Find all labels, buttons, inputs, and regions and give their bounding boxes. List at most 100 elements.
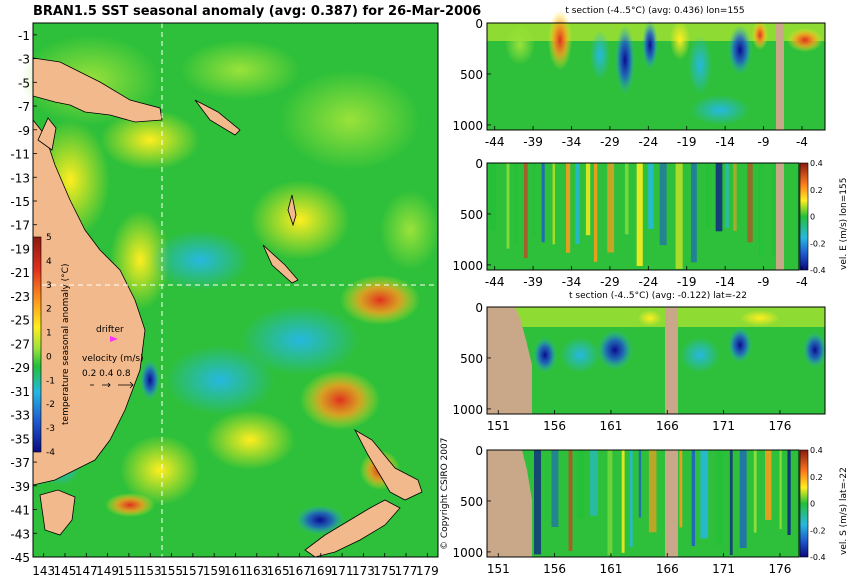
x-tick-label: 163 xyxy=(245,564,268,578)
texture-stripe xyxy=(552,163,556,245)
panel-y-tick-label: 500 xyxy=(460,208,483,222)
panel-x-tick-label: 176 xyxy=(768,419,791,433)
panel-texture xyxy=(487,10,825,125)
main-colorbar: 5 4 3 2 1 0 -1 -2 -3 -4 temperature seasonal anom… xyxy=(32,233,71,458)
x-tick-label: 155 xyxy=(160,564,183,578)
solomon-islands xyxy=(194,99,241,136)
texture-stripe xyxy=(593,163,598,262)
y-tick-label: -45 xyxy=(10,551,30,565)
texture-stripe xyxy=(700,450,709,539)
main-title: BRAN1.5 SST seasonal anomaly (avg: 0.387… xyxy=(33,4,481,19)
panel-x-tick-label: -34 xyxy=(562,275,582,289)
velocity-label: velocity (m/s) xyxy=(82,354,144,364)
panel-x-tick-label: -44 xyxy=(485,275,505,289)
texture-stripe xyxy=(514,163,517,245)
y-tick-label: -43 xyxy=(10,527,30,541)
x-tick-label: 153 xyxy=(139,564,162,578)
texture-stripe xyxy=(624,163,629,235)
panel-y-tick-label: 500 xyxy=(460,68,483,82)
panel-colorbar-tick-label: 0.4 xyxy=(810,159,823,168)
texture-stripe xyxy=(648,450,657,533)
main-y-axis: -1 -3 -5 -7 -9 -11 -13 -15 -17 -19 -21 -23 -25 -27 -29… xyxy=(10,29,37,565)
y-tick-label: -21 xyxy=(10,266,30,280)
australia-landmass xyxy=(32,118,146,486)
panel-title: t section (-4..5°C) (avg: -0.122) lat=-2… xyxy=(569,291,747,301)
panel-x-tick-label: -39 xyxy=(523,275,543,289)
y-tick-label: -41 xyxy=(10,504,30,518)
y-tick-label: -3 xyxy=(18,53,30,67)
colorbar-tick-label: -1 xyxy=(46,376,55,386)
main-colorbar-label: temperature seasonal anomaly (°C) xyxy=(61,264,71,425)
x-tick-label: 145 xyxy=(54,564,77,578)
texture-stripe xyxy=(753,450,757,533)
texture-stripe xyxy=(534,450,542,555)
y-tick-label: -19 xyxy=(10,242,30,256)
texture-stripe xyxy=(636,163,643,266)
panel-x-tick-label: -9 xyxy=(758,275,770,289)
x-tick-label: 159 xyxy=(203,564,226,578)
texture-stripe xyxy=(779,450,782,530)
tasmania-landmass xyxy=(39,489,76,536)
panel-x-tick-label: 161 xyxy=(599,419,622,433)
panel-x-tick-label: 171 xyxy=(712,562,735,576)
texture-stripe xyxy=(541,163,545,243)
drifter-marker xyxy=(110,336,118,342)
panel-x-tick-label: 166 xyxy=(656,562,679,576)
texture-stripe xyxy=(551,450,559,527)
panel-y-tick-label: 0 xyxy=(475,444,483,458)
texture-stripe xyxy=(691,450,696,547)
y-tick-label: -17 xyxy=(10,219,30,233)
panel-x-tick-label: -24 xyxy=(639,275,659,289)
colorbar-tick-label: 1 xyxy=(46,329,52,339)
texture-stripe xyxy=(648,163,654,229)
panel-colorbar-tick-label: 0.2 xyxy=(810,473,823,482)
texture-stripe xyxy=(533,163,536,236)
panel-x-tick-label: 176 xyxy=(768,562,791,576)
panel-y-tick-label: 0 xyxy=(475,17,483,31)
panel-x-tick-label: -14 xyxy=(715,135,735,149)
x-tick-label: 157 xyxy=(181,564,204,578)
new-guinea-landmass xyxy=(32,57,163,123)
colorbar-tick-label: 5 xyxy=(46,233,52,243)
x-tick-label: 143 xyxy=(32,564,55,578)
panel-y-tick-label: 0 xyxy=(475,157,483,171)
panel-texture xyxy=(534,450,791,556)
panel-x-tick-label: -19 xyxy=(677,275,697,289)
texture-stripe xyxy=(690,163,697,263)
panel-x-tick-label: -29 xyxy=(600,275,620,289)
texture-stripe xyxy=(575,163,580,244)
colorbar-tick-label: -3 xyxy=(46,424,55,434)
panel-colorbar-tick-label: 0 xyxy=(810,500,815,509)
y-tick-label: -27 xyxy=(10,337,30,351)
panel-side-label: vel. S (m/s) lat=-22 xyxy=(839,467,849,555)
x-tick-label: 175 xyxy=(373,564,396,578)
texture-stripe xyxy=(638,450,642,518)
panel-x-tick-label: 156 xyxy=(543,419,566,433)
x-tick-label: 179 xyxy=(416,564,439,578)
t-section-lat22: t section (-4..5°C) (avg: -0.122) lat=-2… xyxy=(452,291,827,433)
y-tick-label: -7 xyxy=(18,100,30,114)
main-colorbar-bar xyxy=(32,236,42,453)
y-tick-label: -9 xyxy=(18,124,30,138)
panel-x-tick-label: 161 xyxy=(599,562,622,576)
texture-stripe xyxy=(675,163,683,269)
x-tick-label: 171 xyxy=(331,564,354,578)
panel-x-tick-label: -39 xyxy=(523,135,543,149)
y-tick-label: -5 xyxy=(18,76,30,90)
texture-stripe xyxy=(659,163,667,246)
drifter-label: drifter xyxy=(96,325,124,335)
panel-x-tick-label: -4 xyxy=(796,275,808,289)
texture-stripe xyxy=(771,163,776,256)
panel-x-tick-label: -34 xyxy=(562,135,582,149)
vanuatu xyxy=(287,194,297,227)
panel-y-tick-label: 1000 xyxy=(452,403,483,417)
y-tick-label: -15 xyxy=(10,195,30,209)
texture-stripe xyxy=(629,450,633,548)
texture-stripe xyxy=(577,450,585,519)
panel-x-tick-label: 171 xyxy=(712,419,735,433)
main-x-axis: 1431451471491511531551571591611631651671… xyxy=(32,553,439,578)
texture-stripe xyxy=(739,450,747,549)
main-colorbar-ticks: 5 4 3 2 1 0 -1 -2 -3 -4 xyxy=(46,233,55,458)
panel-colorbar-tick-label: -0.4 xyxy=(810,553,826,562)
